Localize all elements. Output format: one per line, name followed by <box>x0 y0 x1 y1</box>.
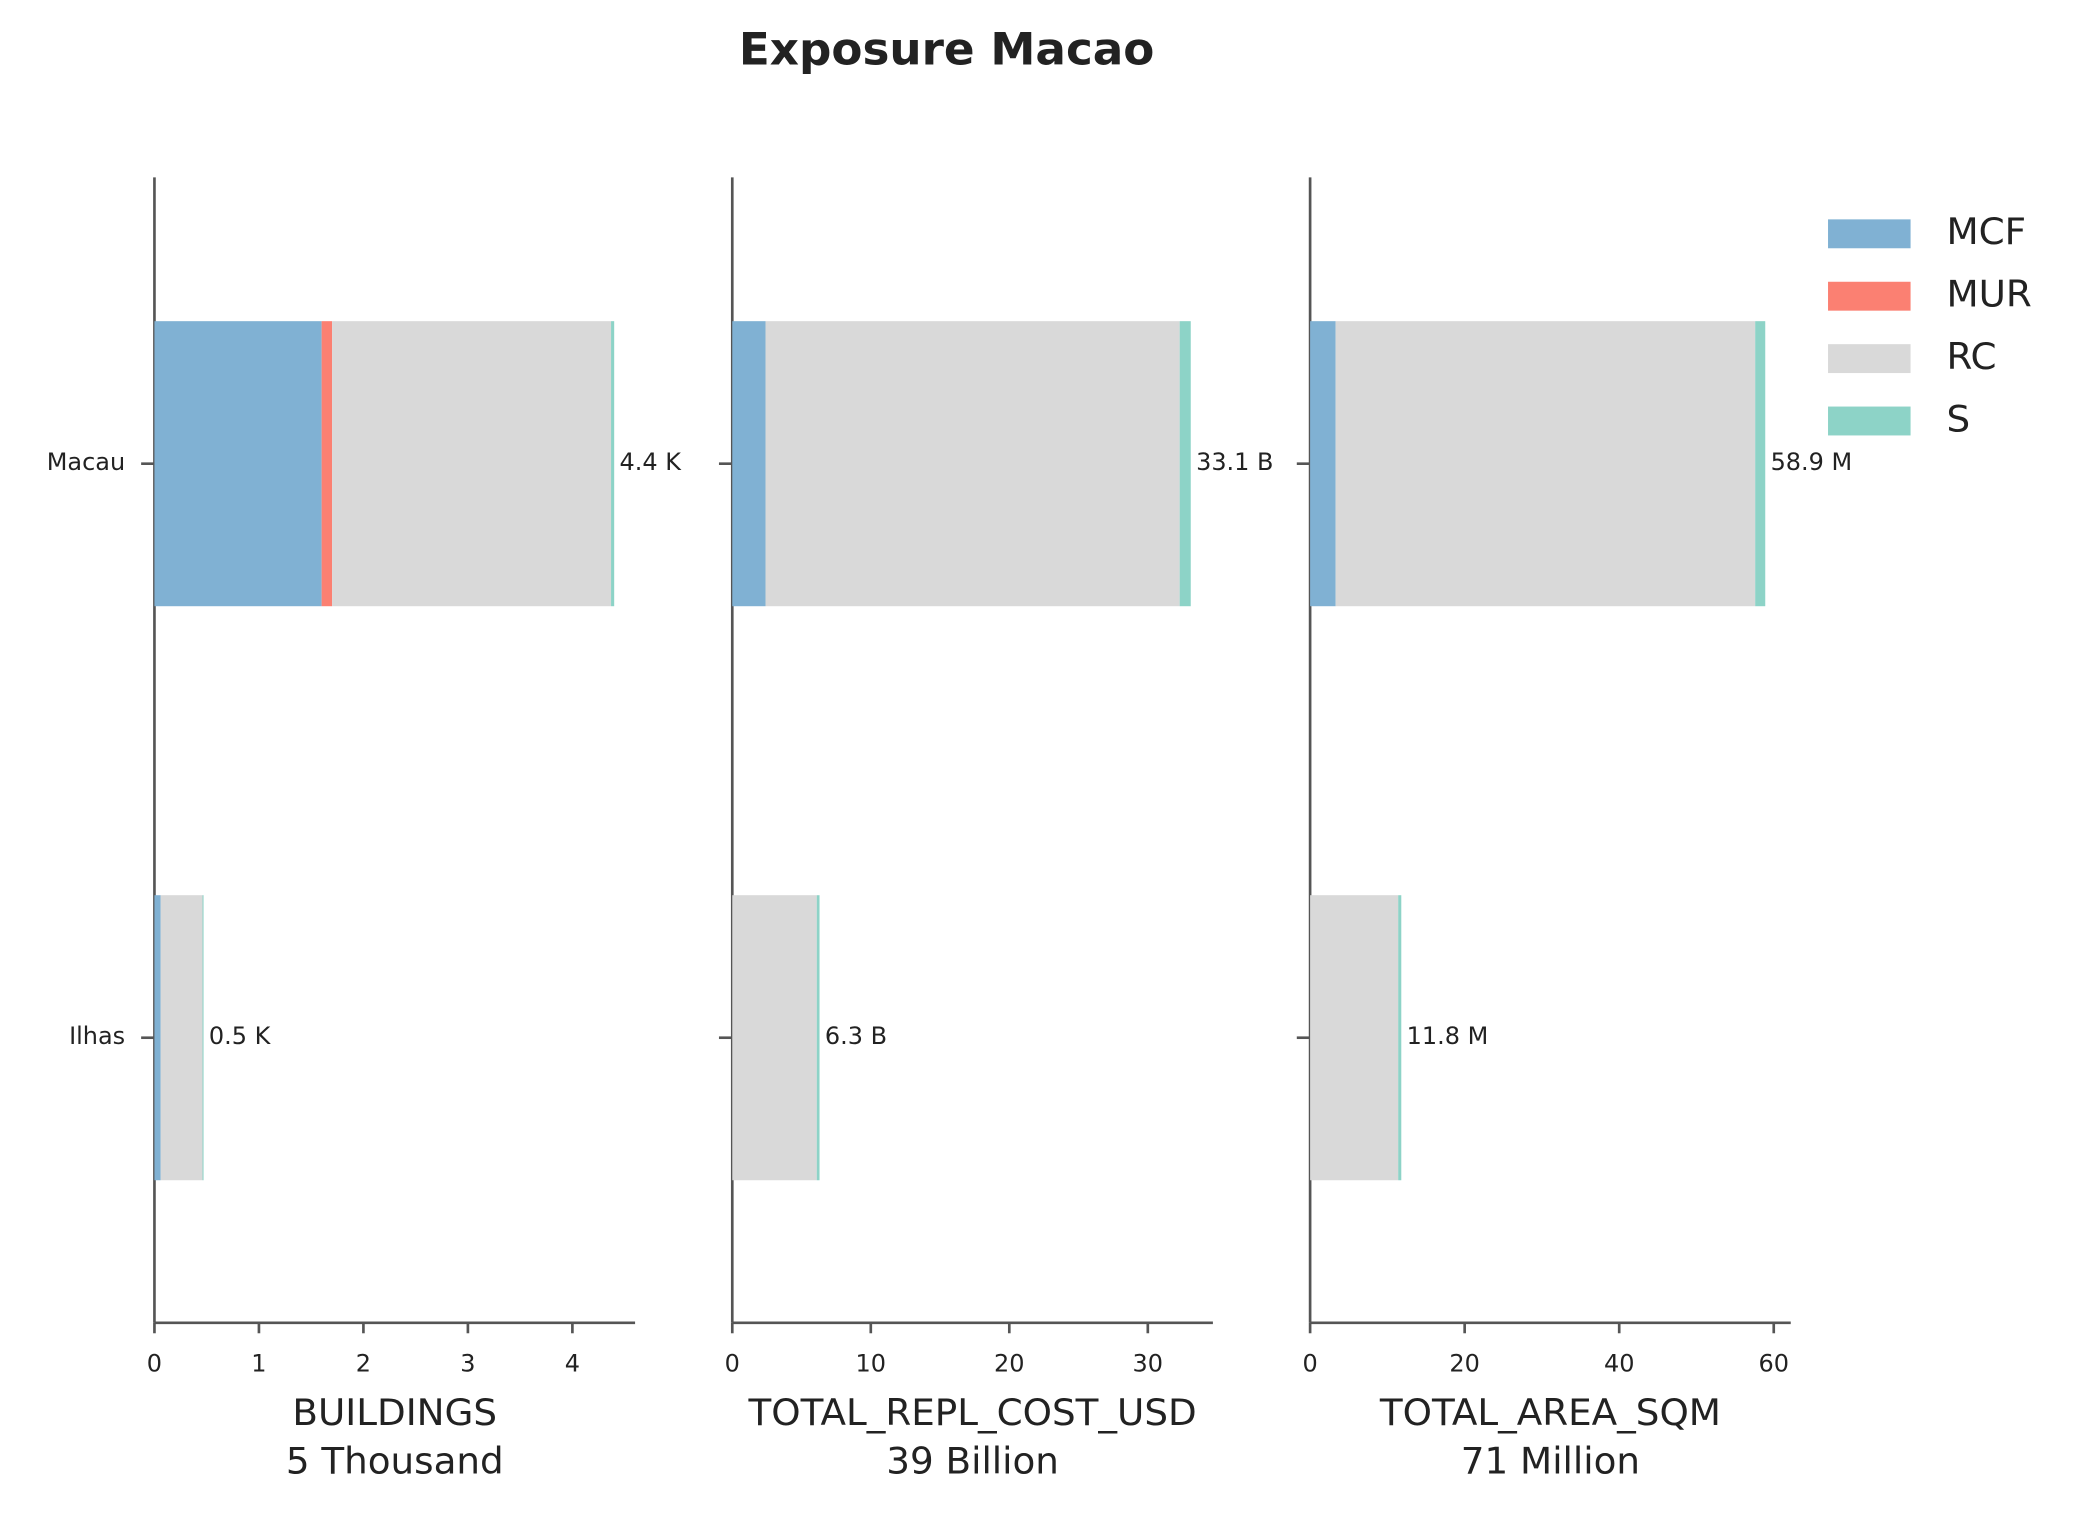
bar-segment <box>1398 895 1402 1181</box>
bar-segment <box>1755 321 1766 607</box>
x-axis-subtitle: 5 Thousand <box>286 1440 504 1483</box>
total-label: 33.1 B <box>1196 448 1273 476</box>
total-label: 11.8 M <box>1407 1022 1489 1050</box>
bar-segment <box>1179 321 1191 607</box>
total-label: 58.9 M <box>1771 448 1853 476</box>
bar-segment <box>202 895 204 1181</box>
bar-segment <box>1310 895 1399 1181</box>
total-label: 0.5 K <box>209 1022 272 1050</box>
x-tick-label: 20 <box>994 1349 1024 1377</box>
bar-segment <box>1310 321 1336 607</box>
x-tick-label: 10 <box>856 1349 886 1377</box>
legend-swatch <box>1828 219 1911 249</box>
x-tick-label: 0 <box>1302 1349 1317 1377</box>
x-tick-label: 30 <box>1133 1349 1163 1377</box>
x-tick-label: 20 <box>1449 1349 1479 1377</box>
bar-segment <box>611 321 615 607</box>
x-axis-label: TOTAL_AREA_SQM <box>1379 1391 1721 1434</box>
x-tick-label: 1 <box>251 1349 266 1377</box>
total-label: 4.4 K <box>620 448 683 476</box>
bar-segment <box>321 321 333 607</box>
x-tick-label: 40 <box>1604 1349 1634 1377</box>
bar-segment <box>816 895 820 1181</box>
bar-segment <box>332 321 612 607</box>
x-tick-label: 2 <box>356 1349 371 1377</box>
bar-segment <box>732 321 766 607</box>
y-tick-label: Ilhas <box>69 1022 125 1050</box>
y-tick-label: Macau <box>47 448 125 476</box>
chart-title: Exposure Macao <box>739 23 1155 76</box>
legend-label: MUR <box>1947 273 2032 316</box>
legend-swatch <box>1828 406 1911 436</box>
bar-segment <box>1335 321 1756 607</box>
x-tick-label: 3 <box>460 1349 475 1377</box>
x-tick-label: 60 <box>1759 1349 1789 1377</box>
bar-segment <box>732 895 817 1181</box>
x-tick-label: 0 <box>725 1349 740 1377</box>
bar-segment <box>154 321 322 607</box>
bar-segment <box>160 895 203 1181</box>
x-axis-label: TOTAL_REPL_COST_USD <box>747 1391 1196 1434</box>
legend-swatch <box>1828 281 1911 311</box>
x-tick-label: 0 <box>147 1349 162 1377</box>
legend-label: RC <box>1947 335 1997 378</box>
legend-label: S <box>1947 398 1971 441</box>
x-axis-subtitle: 71 Million <box>1461 1440 1640 1483</box>
x-axis-label: BUILDINGS <box>292 1391 497 1434</box>
x-axis-subtitle: 39 Billion <box>886 1440 1059 1483</box>
bar-segment <box>765 321 1180 607</box>
legend-label: MCF <box>1947 210 2027 253</box>
legend-swatch <box>1828 344 1911 374</box>
total-label: 6.3 B <box>825 1022 887 1050</box>
bar-segment <box>154 895 161 1181</box>
x-tick-label: 4 <box>565 1349 580 1377</box>
